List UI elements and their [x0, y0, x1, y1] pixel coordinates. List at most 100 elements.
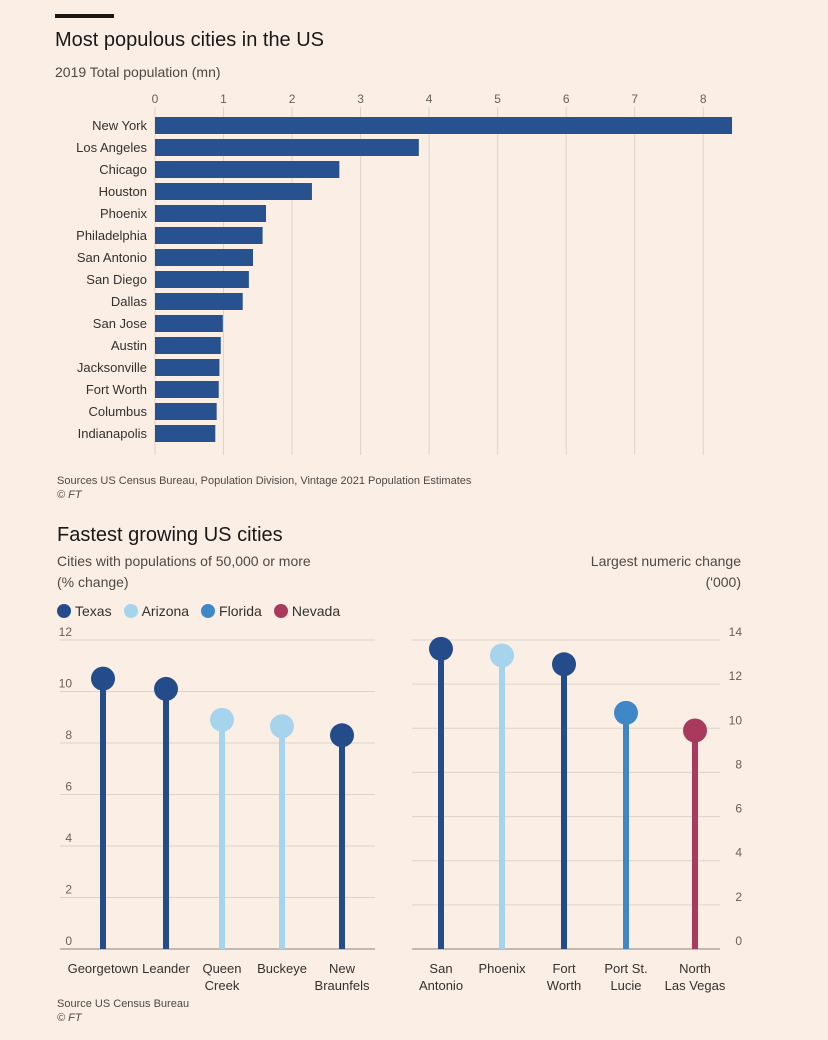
category-label-queen-creek: Queen [202, 961, 241, 976]
point-fort-worth [552, 652, 576, 677]
chart2-title: Fastest growing US cities [57, 524, 283, 546]
x-tick-label: 4 [426, 92, 433, 106]
category-label-new-braunfels: New [329, 961, 356, 976]
x-tick-label: 5 [494, 92, 501, 106]
legend-label-florida: Florida [219, 603, 262, 619]
bar-fort-worth [155, 381, 219, 398]
bar-los-angeles [155, 139, 419, 156]
chart2-subtitle-line1: Cities with populations of 50,000 or mor… [57, 553, 311, 569]
point-leander [154, 676, 178, 701]
y-tick-label: 0 [65, 934, 72, 948]
top-rule [55, 14, 114, 18]
legend-item-arizona: Arizona [123, 603, 190, 619]
bar-austin [155, 337, 221, 354]
point-port-st-lucie [614, 700, 638, 725]
bar-dallas [155, 293, 243, 310]
legend-label-nevada: Nevada [291, 603, 341, 619]
category-label-queen-creek: Creek [205, 978, 240, 993]
legend-label-arizona: Arizona [141, 603, 190, 619]
category-label-philadelphia: Philadelphia [76, 228, 148, 243]
category-label-buckeye: Buckeye [257, 961, 307, 976]
bar-new-york [155, 117, 733, 134]
x-tick-label: 2 [289, 92, 296, 106]
category-label-new-york: New York [92, 118, 147, 133]
y-tick-label: 10 [59, 677, 73, 691]
legend-item-texas: Texas [57, 603, 112, 619]
chart1-subtitle: 2019 Total population (mn) [55, 64, 221, 80]
y-tick-label: 12 [59, 625, 73, 639]
category-label-fort-worth: Worth [547, 978, 581, 993]
category-label-san-antonio: Antonio [419, 978, 463, 993]
y-tick-label: 2 [65, 883, 72, 897]
point-new-braunfels [330, 723, 354, 748]
bar-chicago [155, 161, 340, 178]
x-tick-label: 6 [563, 92, 570, 106]
y-tick-label: 10 [729, 713, 743, 727]
category-label-georgetown: Georgetown [68, 961, 139, 976]
category-label-san-antonio: San [429, 961, 452, 976]
bar-san-antonio [155, 249, 253, 266]
legend-label-texas: Texas [75, 603, 112, 619]
y-tick-label: 2 [735, 890, 742, 904]
category-label-san-antonio: San Antonio [77, 250, 147, 265]
y-tick-label: 6 [65, 780, 72, 794]
category-label-fort-worth: Fort Worth [86, 382, 147, 397]
point-georgetown [91, 666, 115, 691]
category-label-los-angeles: Los Angeles [76, 140, 147, 155]
point-buckeye [270, 714, 294, 739]
bar-chart: 0 1 2 3 4 5 6 7 8 New York Los Angeles Chicago Houst… [76, 92, 733, 455]
bar-jacksonville [155, 359, 220, 376]
x-tick-label: 3 [357, 92, 364, 106]
category-label-columbus: Columbus [88, 404, 147, 419]
legend-swatch-florida [201, 604, 216, 618]
category-label-new-braunfels: Braunfels [315, 978, 370, 993]
y-tick-label: 6 [735, 802, 742, 816]
chart2-right-subtitle: Largest numeric change ('000) [591, 551, 741, 593]
bar-indianapolis [155, 425, 216, 442]
chart1-credit: © FT [57, 489, 82, 501]
bar-phoenix [155, 205, 267, 222]
category-label-austin: Austin [111, 338, 147, 353]
category-label-leander: Leander [142, 961, 190, 976]
y-tick-label: 14 [729, 625, 743, 639]
bar-philadelphia [155, 227, 263, 244]
category-label-port-st-lucie: Lucie [610, 978, 641, 993]
y-tick-label: 8 [65, 728, 72, 742]
category-label-chicago: Chicago [99, 162, 147, 177]
legend-swatch-nevada [273, 604, 288, 618]
bar-san-diego [155, 271, 249, 288]
x-tick-label: 0 [152, 92, 159, 106]
y-tick-label: 4 [735, 846, 742, 860]
bar-houston [155, 183, 312, 200]
chart1-source: Sources US Census Bureau, Population Div… [57, 474, 471, 502]
category-label-phoenix: Phoenix [479, 961, 526, 976]
point-north-las-vegas [683, 718, 707, 743]
legend-swatch-texas [57, 604, 71, 618]
point-san-antonio [429, 636, 453, 661]
y-tick-label: 4 [65, 831, 72, 845]
category-label-jacksonville: Jacksonville [77, 360, 147, 375]
chart1-title: Most populous cities in the US [55, 29, 325, 51]
y-tick-label: 8 [735, 757, 742, 771]
chart2-credit: © FT [57, 1012, 82, 1024]
y-tick-label: 0 [735, 934, 742, 948]
chart2-legend: Texas Arizona Florida Nevada [57, 603, 340, 619]
chart2-source-text: Source US Census Bureau [57, 998, 190, 1010]
x-tick-label: 8 [700, 92, 707, 106]
legend-item-florida: Florida [201, 603, 262, 619]
category-label-port-st-lucie: Port St. [604, 961, 647, 976]
category-label-san-diego: San Diego [86, 272, 147, 287]
category-label-dallas: Dallas [111, 294, 148, 309]
category-label-fort-worth: Fort [552, 961, 576, 976]
x-tick-label: 7 [631, 92, 638, 106]
chart1-source-text: Sources US Census Bureau, Population Div… [57, 475, 472, 487]
point-queen-creek [210, 707, 234, 732]
legend-item-nevada: Nevada [273, 603, 341, 619]
bar-columbus [155, 403, 217, 420]
x-tick-label: 1 [220, 92, 227, 106]
chart2-right-subtitle-line2: ('000) [705, 574, 741, 590]
point-phoenix [490, 643, 514, 668]
y-tick-label: 12 [729, 669, 743, 683]
category-label-phoenix: Phoenix [100, 206, 147, 221]
